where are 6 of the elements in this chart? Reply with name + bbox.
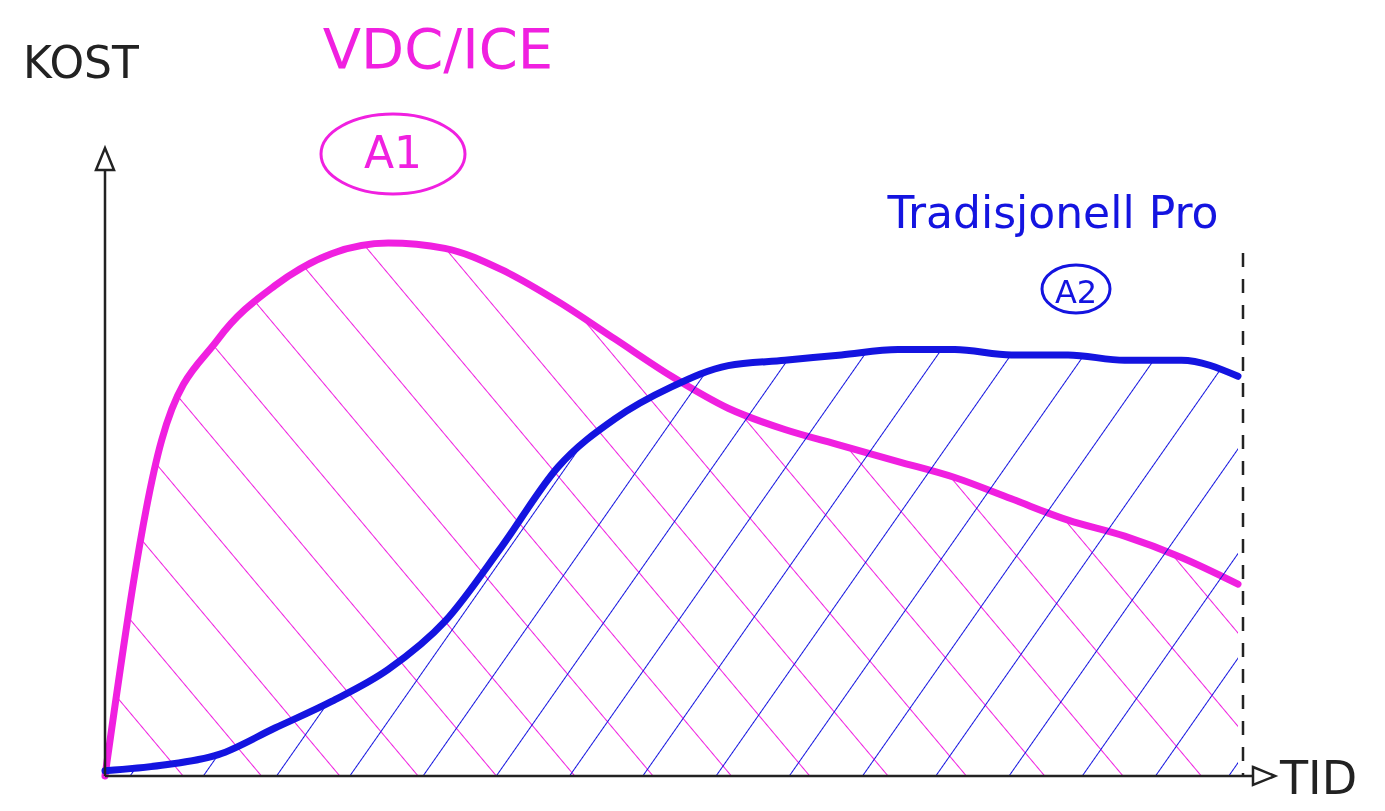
text: A1 bbox=[363, 127, 423, 178]
text: Tradisjonell Pro bbox=[886, 187, 1219, 238]
y-axis-title: KOST bbox=[23, 37, 140, 88]
x-axis-title: TID bbox=[1279, 751, 1358, 805]
text: VDC/ICE bbox=[322, 16, 554, 81]
annotation: A2 bbox=[1054, 273, 1098, 311]
